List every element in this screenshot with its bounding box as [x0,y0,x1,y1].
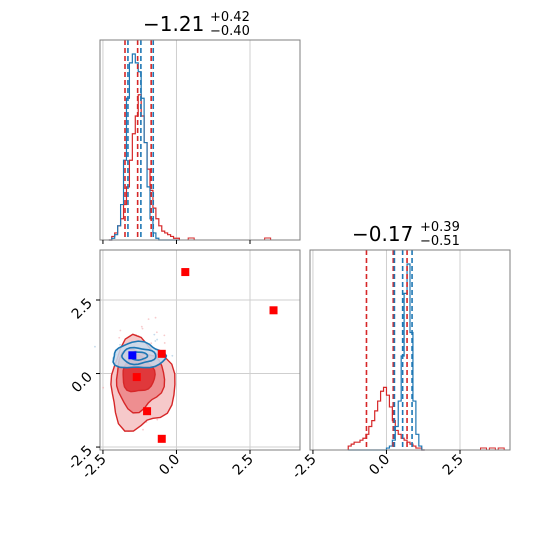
red-sample-point [163,334,166,337]
blue-sample-point [153,333,156,336]
marginal-2-x-tick-label: 0.0 [366,452,393,479]
red-sample-point [141,327,144,330]
blue-sample-point [171,354,174,357]
marginal-1-red-tail-bin [264,237,272,240]
red-sample-point [155,331,158,334]
marginal-2-title-median: −0.17 [352,222,413,246]
red-sample-point [163,342,166,344]
scatter-frame [99,249,301,451]
red-sample-point [142,428,144,431]
red-sample-point [147,318,150,321]
red-square-marker [181,268,190,277]
marginal-2-title-plus: +0.39 [420,220,460,235]
marginal-1-red-tail-bin [187,237,195,240]
red-sample-point [156,418,159,421]
red-sample-point [118,336,121,339]
red-square-marker [157,349,166,358]
blue-contour-mid [120,346,157,366]
red-square-marker [132,373,141,382]
red-sample-point [140,325,143,328]
marginal-1-title-median: −1.21 [143,12,204,36]
marginal-2-red-tail-bin [488,447,496,450]
blue-sample-point [156,338,159,341]
marginal-2-red-histogram [347,386,425,451]
scatter-x-tick-label: 2.5 [230,452,257,479]
marginal-1-title-minus: −0.40 [210,24,250,39]
blue-sample-point [119,343,121,346]
marginal-2-red-tail-bin [497,447,505,450]
red-sample-point [154,316,157,319]
blue-sample-point [94,345,96,348]
red-square-marker [157,434,166,443]
red-square-marker [269,306,278,315]
marginal-2-title-minus: −0.51 [420,234,460,249]
marginal-panel-2: −0.17 +0.39 −0.51 [309,220,511,451]
marginal-2-x-tick-label: 2.5 [440,452,467,479]
red-sample-point [150,342,153,345]
marginal-2-frame [309,249,511,451]
red-sample-point [102,386,105,389]
marginal-2-x-tick-label: -2.5 [289,452,320,483]
blue-square-marker [128,351,137,360]
scatter-panel [94,249,301,451]
marginal-2-red-tail-bin [480,447,488,450]
marginal-1-frame [99,39,301,241]
marginal-panel-1: −1.21 +0.42 −0.40 [99,10,301,241]
scatter-y-tick-label: 0.0 [69,369,96,396]
scatter-x-tick-label: 0.0 [156,452,183,479]
marginal-1-title-plus: +0.42 [210,10,250,25]
red-sample-point [119,329,122,332]
blue-sample-point [154,340,157,342]
scatter-y-tick-label: 2.5 [69,296,96,323]
red-square-marker [143,407,152,416]
marginal-1-blue-histogram [108,53,180,241]
